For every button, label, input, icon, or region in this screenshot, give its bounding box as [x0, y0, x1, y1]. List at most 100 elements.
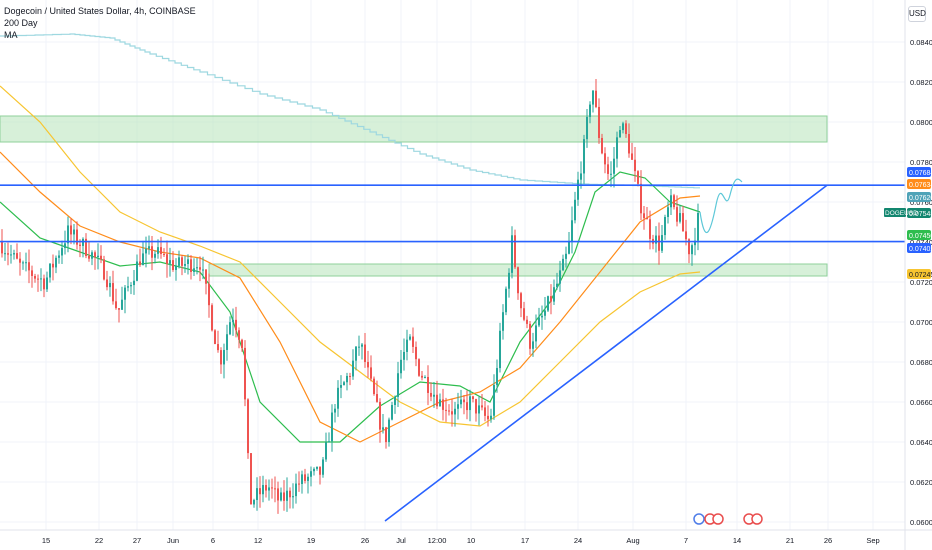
candle	[61, 248, 63, 256]
support-resistance-zones	[0, 115, 828, 277]
candle	[52, 263, 54, 268]
candle	[484, 407, 486, 416]
candle	[193, 268, 195, 272]
candle	[199, 267, 201, 270]
candle	[145, 248, 147, 254]
candle	[67, 225, 69, 244]
candle	[538, 317, 540, 326]
candle	[16, 253, 18, 259]
time-axis: 15 22 27 Jun 6 12 19 26 Jul 12:00 10 17 24 Aug 7 14 21 26…	[0, 529, 932, 545]
candle	[298, 483, 300, 485]
candle	[379, 401, 381, 430]
candle	[421, 375, 423, 378]
time-tick-label: 26	[824, 536, 832, 545]
candle	[208, 283, 210, 306]
candle	[463, 399, 465, 403]
candle	[361, 344, 363, 347]
candle	[601, 137, 603, 154]
candle	[331, 412, 333, 442]
time-tick-label: 27	[133, 536, 141, 545]
event-marker-icon	[751, 513, 763, 525]
candle	[91, 252, 93, 259]
candle	[10, 254, 12, 256]
candle	[556, 283, 558, 288]
candle	[574, 199, 576, 221]
candle	[688, 239, 690, 255]
candle	[373, 378, 375, 395]
candle	[112, 283, 114, 302]
candle	[481, 405, 483, 408]
candle	[592, 90, 594, 105]
candle	[295, 483, 297, 497]
candle	[346, 375, 348, 383]
candle	[115, 301, 117, 309]
currency-button[interactable]: USD	[908, 6, 926, 22]
ascending-trendline	[384, 184, 828, 522]
candle	[670, 195, 672, 208]
candle	[124, 287, 126, 300]
candle	[349, 375, 351, 377]
time-tick-label: 15	[42, 536, 50, 545]
candle	[175, 265, 177, 271]
candle	[532, 341, 534, 349]
candle	[142, 253, 144, 266]
candle	[223, 349, 225, 365]
candle	[256, 488, 258, 501]
candle	[577, 179, 579, 200]
candle	[70, 225, 72, 235]
candle	[307, 476, 309, 481]
candle	[604, 153, 606, 165]
candle	[34, 275, 36, 279]
candle	[595, 90, 597, 107]
candle	[451, 411, 453, 415]
candle	[163, 254, 165, 256]
candle	[490, 415, 492, 420]
candle	[427, 376, 429, 393]
candle	[634, 159, 636, 172]
candle	[526, 319, 528, 324]
candle	[127, 286, 129, 288]
candle	[664, 216, 666, 236]
time-tick-label: 24	[574, 536, 582, 545]
time-tick-label: Aug	[626, 536, 639, 545]
event-markers	[693, 513, 763, 525]
candle	[130, 285, 132, 287]
candle	[370, 367, 372, 379]
candle	[667, 207, 669, 217]
candle	[655, 235, 657, 244]
candle	[544, 310, 546, 316]
time-tick-label: 26	[361, 536, 369, 545]
candle	[13, 253, 15, 255]
candle	[196, 267, 198, 269]
candle	[43, 278, 45, 290]
candle	[274, 488, 276, 490]
candle	[520, 293, 522, 309]
candle	[19, 258, 21, 263]
candle	[103, 259, 105, 280]
candle	[697, 212, 699, 241]
candle	[658, 235, 660, 251]
candle	[586, 116, 588, 140]
candle	[493, 385, 495, 416]
candle	[343, 382, 345, 386]
candle	[40, 278, 42, 280]
candle	[220, 350, 222, 365]
candle	[622, 123, 624, 131]
time-tick-label: 12	[254, 536, 262, 545]
candle	[58, 255, 60, 258]
candle	[253, 500, 255, 505]
candle	[517, 267, 519, 294]
price-label-bg	[907, 179, 931, 189]
candle	[580, 173, 582, 180]
ma-yellow-line	[0, 85, 701, 427]
candle	[562, 258, 564, 271]
candle	[7, 253, 9, 255]
candle	[106, 279, 108, 288]
